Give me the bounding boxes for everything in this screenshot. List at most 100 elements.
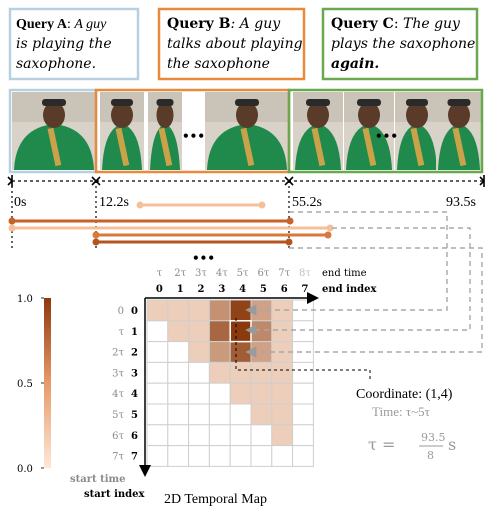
colorbar-mid-label: 0.5 [17, 379, 33, 390]
video-frame-3 [148, 92, 182, 170]
start-time-label: start time [70, 474, 125, 485]
start-index-tick: 5 [131, 410, 138, 421]
map-cell [229, 299, 252, 322]
map-cell [271, 382, 294, 405]
end-index-tick: 2 [198, 284, 205, 295]
query-a-line-2: is playing the [16, 36, 112, 52]
map-cell [271, 320, 294, 343]
map-cell [188, 445, 210, 467]
coordinate-pointer [235, 318, 371, 382]
map-cell [271, 403, 294, 426]
map-cell [167, 445, 190, 467]
map-cell [146, 382, 169, 405]
map-cell [292, 424, 314, 447]
map-cell [229, 341, 252, 363]
map-cell [188, 382, 210, 405]
map-cell [167, 320, 190, 343]
map-cell [188, 320, 210, 343]
timeline [7, 175, 486, 250]
time-range-label: Time: τ~5τ [372, 404, 430, 419]
map-cell [271, 445, 294, 467]
time-label-2: 55.2s [292, 195, 322, 210]
map-cell [292, 361, 314, 384]
query-b-line-2: talks about playing [167, 36, 303, 52]
map-cell [229, 320, 252, 343]
map-cell [146, 320, 169, 343]
map-cell [292, 320, 314, 343]
map-cell [188, 424, 210, 447]
query-a-box: Query A: A guy is playing the saxophone. [8, 7, 140, 81]
temporal-map-grid [146, 299, 314, 467]
end-index-tick: 3 [218, 284, 225, 295]
start-index-tick: 3 [131, 368, 138, 379]
start-time-tick: 7τ [112, 452, 124, 463]
start-time-tick: τ [118, 327, 124, 338]
map-cell [188, 361, 210, 384]
map-cell [250, 382, 273, 405]
start-time-tick: 2τ [112, 348, 124, 359]
video-frame-2 [100, 92, 144, 170]
map-cell [271, 361, 294, 384]
map-cell [167, 424, 190, 447]
map-cell [146, 361, 169, 384]
map-cell [146, 445, 169, 467]
proposal-ellipsis: ••• [192, 251, 215, 265]
end-time-tick: τ [157, 268, 163, 279]
start-time-tick: 0 [118, 306, 124, 317]
time-label-0: 0s [14, 195, 26, 210]
map-cell [188, 403, 210, 426]
svg-text:Query A: A guy: Query A: A guy [16, 17, 107, 32]
temporal-map-axis-labels: τ 2τ 3τ 4τ 5τ 6τ 7τ 8τ0 1 2 3 4 5 6 70τ2τ3τ4τ5τ6τ7τ012… [112, 268, 311, 463]
map-cell [250, 445, 273, 467]
map-cell [167, 382, 190, 405]
end-time-tick: 7τ [278, 268, 290, 279]
proposal-lines [8, 201, 334, 246]
tau-numerator: 93.5 [421, 431, 446, 444]
query-b-line-3: the saxophone [167, 56, 270, 72]
map-cell [292, 445, 314, 467]
map-cell [167, 341, 190, 363]
tau-unit: s [448, 435, 456, 454]
tau-denominator: 8 [427, 449, 434, 462]
start-index-tick: 1 [131, 327, 138, 338]
end-index-tick: 5 [260, 284, 267, 295]
query-b-label: Query B [167, 16, 231, 32]
query-b-line-1: A guy [238, 16, 282, 32]
map-cell [146, 424, 169, 447]
end-time-tick: 6τ [257, 268, 269, 279]
map-cell [208, 341, 231, 363]
query-b-box: Query B: A guy talks about playing the s… [157, 7, 306, 81]
video-frames [12, 92, 482, 170]
map-cell [167, 403, 190, 426]
end-time-tick: 3τ [195, 268, 207, 279]
coordinate-label: Coordinate: (1,4) [356, 387, 453, 402]
map-cell [208, 403, 231, 426]
start-index-tick: 2 [131, 348, 138, 359]
end-index-tick: 4 [239, 284, 246, 295]
map-cell [146, 403, 169, 426]
end-index-tick: 0 [156, 284, 163, 295]
map-cell [146, 299, 169, 322]
query-a-label: Query A [16, 17, 68, 32]
map-cell [250, 361, 273, 384]
map-cell [208, 424, 231, 447]
svg-text:Query C: The guy: Query C: The guy [331, 16, 461, 32]
start-time-tick: 5τ [112, 410, 124, 421]
query-c-line-2: plays the saxophone [331, 36, 475, 52]
start-time-tick: 6τ [112, 431, 124, 442]
map-cell [208, 382, 231, 405]
query-a-line-3: saxophone. [16, 56, 96, 72]
query-c-line-3: again. [331, 56, 379, 72]
start-index-tick: 7 [131, 452, 138, 463]
video-frame-5 [293, 92, 343, 170]
time-label-1: 12.2s [99, 195, 129, 210]
query-c-line-1: The guy [403, 16, 461, 32]
end-time-tick: 2τ [174, 268, 186, 279]
start-index-label: start index [84, 489, 146, 500]
video-frame-1 [12, 92, 96, 170]
time-label-3: 93.5s [446, 195, 476, 210]
colorbar-min-label: 0.0 [17, 464, 33, 475]
end-index-tick: 6 [281, 284, 288, 295]
tau-formula: τ = 93.5 8 s [368, 431, 456, 462]
